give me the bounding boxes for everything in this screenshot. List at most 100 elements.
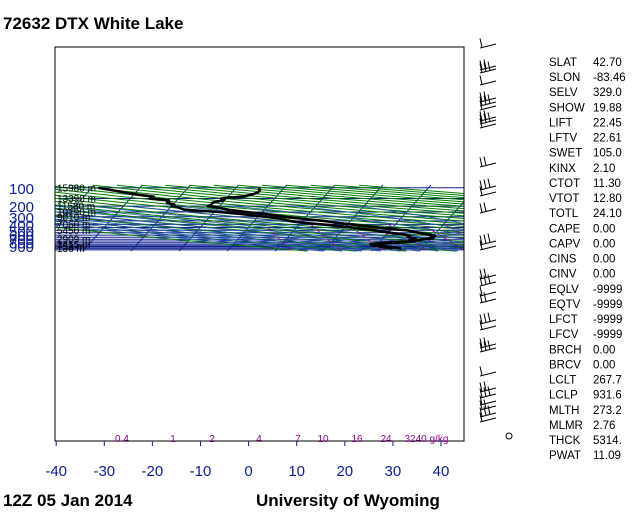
index-name: EQTV <box>549 299 581 311</box>
wind-barb <box>479 118 497 129</box>
mixing-ratio-label: 10 <box>317 434 329 445</box>
mixing-ratio-label: 24 <box>380 434 392 445</box>
temperature-axis: -40 -30 -20 -10 0 10 20 30 40 <box>45 441 449 480</box>
wind-barb <box>479 61 497 74</box>
moist-adiabat <box>55 216 401 252</box>
temperature-tick-label: 10 <box>288 463 305 480</box>
moist-adiabat <box>128 205 464 244</box>
pressure-tick-label: 900 <box>9 239 34 256</box>
isotherm <box>130 184 191 252</box>
index-value: 22.45 <box>593 118 622 130</box>
index-value: 105.0 <box>593 148 622 160</box>
wind-barb <box>479 405 497 418</box>
index-value: 22.61 <box>593 133 622 145</box>
wind-barb <box>479 59 497 71</box>
dry-adiabat <box>237 184 464 205</box>
temperature-tick-label: -20 <box>142 463 164 480</box>
isotherm <box>419 200 464 252</box>
moist-adiabat <box>296 205 464 230</box>
wind-barb <box>479 320 497 331</box>
pressure-tick-label: 600 <box>9 228 34 245</box>
wind-barb <box>479 156 497 168</box>
mixing-ratio-label: 0.4 <box>115 434 129 445</box>
mixing-ratio-labels: 0.4 1 2 4 7 10 16 24 32 40 g/kg <box>115 434 448 445</box>
moist-adiabat <box>232 205 464 236</box>
wind-barb <box>479 274 497 287</box>
dry-adiabat <box>310 184 464 199</box>
height-label: 1415 m <box>57 240 90 251</box>
dewpoint-profile <box>98 186 417 250</box>
mixing-ratio-label: 4 <box>256 434 262 445</box>
index-value: 0.00 <box>593 254 615 266</box>
index-name: CINS <box>549 254 577 266</box>
moist-adiabat <box>55 218 382 252</box>
wind-barb <box>479 268 497 280</box>
wind-barb <box>479 340 497 353</box>
wind-barb <box>479 386 497 399</box>
index-name: TOTL <box>549 208 579 220</box>
dry-adiabat <box>55 201 464 239</box>
index-name: LFCV <box>549 329 579 341</box>
mixing-ratio-label: 1 <box>170 434 176 445</box>
index-name: SLAT <box>549 57 577 69</box>
mixing-ratio-label: 7 <box>295 434 301 445</box>
temperature-tick-label: -30 <box>93 463 115 480</box>
index-name: KINX <box>549 163 576 175</box>
index-value: -9999 <box>593 299 622 311</box>
dry-adiabat <box>92 184 464 219</box>
calm-wind-marker <box>505 432 513 440</box>
wind-barb <box>479 75 497 86</box>
index-name: CINV <box>549 269 577 281</box>
pressure-tick-label: 200 <box>9 199 34 216</box>
wind-barb <box>479 292 497 304</box>
height-label: 7060 m <box>57 220 90 231</box>
mixing-ratio-label: 2 <box>209 434 215 445</box>
index-name: PWAT <box>549 450 581 462</box>
index-value: -9999 <box>593 329 622 341</box>
dry-adiabat <box>189 184 464 210</box>
wind-barb <box>479 233 497 246</box>
index-name: EQLV <box>549 284 579 296</box>
height-label: 2909 m <box>57 235 90 246</box>
temperature-tick-label: 30 <box>385 463 402 480</box>
index-name: VTOT <box>549 193 579 205</box>
wind-barb <box>479 91 497 103</box>
mixing-ratio-label: 32 <box>404 434 416 445</box>
wind-barb <box>479 38 497 49</box>
wind-barb <box>479 399 497 411</box>
mixing-ratio-line <box>265 224 292 251</box>
wind-barb <box>479 94 497 107</box>
index-value: 0.00 <box>593 269 615 281</box>
pressure-tick-label: 700 <box>9 232 34 249</box>
moist-adiabat <box>55 208 459 252</box>
index-name: CAPE <box>549 223 581 235</box>
wind-barb <box>479 112 497 125</box>
station-title: 72632 DTX White Lake <box>3 14 183 33</box>
pressure-tick-label: 300 <box>9 210 34 227</box>
temperature-tick-label: 20 <box>336 463 353 480</box>
temperature-tick-label: 40 <box>433 463 450 480</box>
index-name: SELV <box>549 87 578 99</box>
dry-adiabat <box>286 184 464 201</box>
height-label: 5450 m <box>57 226 90 237</box>
moist-adiabat <box>55 224 324 252</box>
temperature-tick-label: -10 <box>190 463 212 480</box>
height-label: 136 m <box>57 244 85 255</box>
dry-adiabat <box>165 184 464 212</box>
index-name: CAPV <box>549 238 581 250</box>
index-value: 0.00 <box>593 238 615 250</box>
index-name: LFCT <box>549 314 578 326</box>
index-name: SWET <box>549 148 582 160</box>
mixing-ratio-label: 40 g/kg <box>416 434 449 445</box>
index-name: SHOW <box>549 102 585 114</box>
index-name: BRCV <box>549 359 581 371</box>
index-value: 0.00 <box>593 359 615 371</box>
index-name: LFTV <box>549 133 577 145</box>
wind-barb <box>479 186 497 197</box>
thermo-grid <box>55 184 464 252</box>
height-label: 9010 m <box>57 212 90 223</box>
index-name: LCLT <box>549 375 576 387</box>
index-name: LIFT <box>549 118 573 130</box>
